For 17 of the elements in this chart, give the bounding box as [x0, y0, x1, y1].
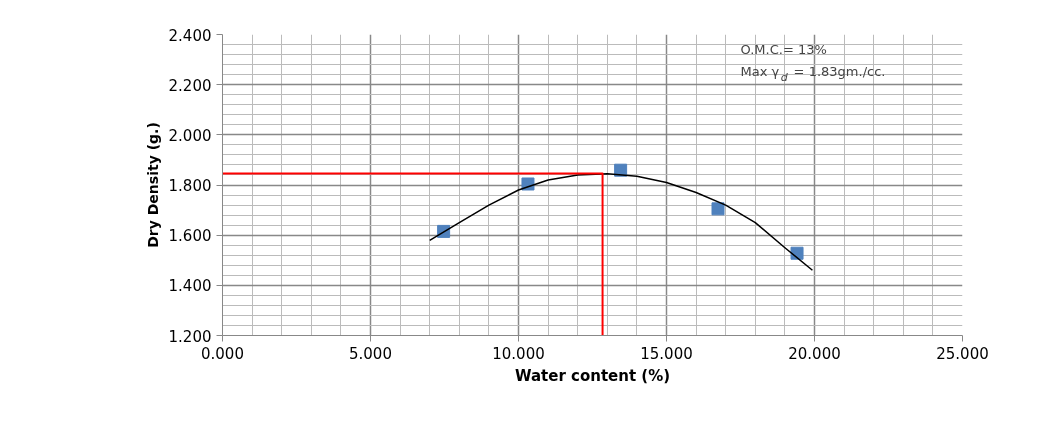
y-tick-label: 1.600: [168, 227, 212, 246]
y-tick-label: 1.200: [168, 327, 212, 346]
x-tick-label: 25.000: [936, 344, 989, 363]
x-tick-label: 15.000: [640, 344, 693, 363]
x-tick-label: 0.000: [201, 344, 244, 363]
y-tick-label: 2.000: [168, 126, 212, 145]
line-series: [428, 172, 814, 272]
y-tick-label: 1.800: [168, 177, 212, 195]
y-tick-label: 2.400: [168, 26, 212, 45]
y-tick-label: 2.200: [168, 76, 212, 95]
x-tick-label: 10.000: [492, 344, 545, 363]
point: [711, 202, 725, 216]
y-tick-label: 1.400: [168, 277, 212, 296]
x-tick-label: 5.000: [349, 344, 392, 363]
x-tick-label: 20.000: [788, 344, 841, 363]
y-axis-title: Dry Density (g.): [144, 122, 161, 248]
x-axis-title: Water content (%): [514, 366, 671, 385]
